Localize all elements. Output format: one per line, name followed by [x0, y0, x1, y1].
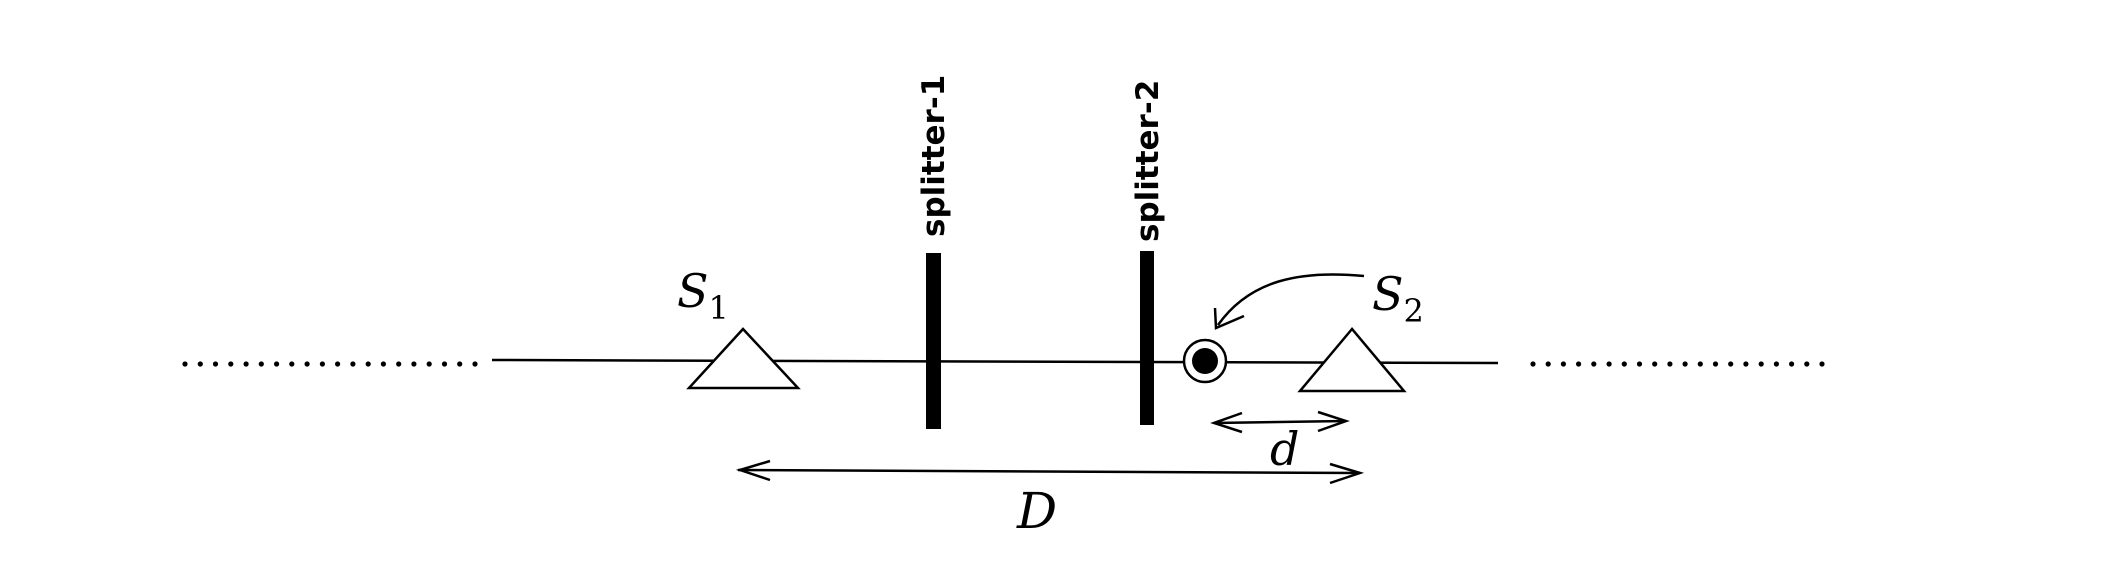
splitter-2-label: splitter-2	[1130, 80, 1166, 242]
source-2-label: S2	[1372, 267, 1424, 330]
left-dotted-continuation	[182, 361, 478, 367]
dot	[1758, 361, 1764, 367]
dot	[396, 361, 402, 367]
dot	[457, 361, 463, 367]
dot	[289, 361, 295, 367]
dot	[1697, 361, 1703, 367]
dot	[1606, 361, 1612, 367]
dot	[1591, 361, 1597, 367]
dot	[228, 361, 234, 367]
dot	[365, 361, 371, 367]
detector-dot	[1192, 348, 1218, 374]
D-arrowhead-right	[1329, 462, 1365, 485]
dot	[1773, 361, 1779, 367]
dot	[335, 361, 341, 367]
dot	[243, 361, 249, 367]
dot	[1576, 361, 1582, 367]
dot	[197, 361, 203, 367]
dot	[1560, 361, 1566, 367]
dot	[1804, 361, 1810, 367]
dot	[472, 361, 478, 367]
dot	[1712, 361, 1719, 367]
d-dimension-line	[1213, 419, 1347, 425]
D-label: D	[1016, 482, 1057, 540]
dot	[1789, 361, 1795, 367]
splitter-1-bar	[926, 253, 941, 429]
dot	[1819, 361, 1825, 367]
curved-pointer-arrowhead	[1213, 307, 1245, 330]
source-2-subscript: 2	[1404, 292, 1424, 330]
dot	[426, 361, 432, 367]
dot	[1621, 361, 1627, 367]
dot	[1636, 361, 1643, 367]
dot	[350, 361, 356, 367]
splitter-2-bar	[1140, 251, 1154, 425]
source-1-label: S1	[677, 264, 729, 327]
dot	[212, 361, 219, 367]
dot	[304, 361, 310, 367]
curved-pointer-arrow	[1216, 273, 1365, 326]
source-2-triangle	[1297, 327, 1407, 393]
dot	[380, 361, 386, 367]
dot	[1530, 361, 1536, 367]
dot	[411, 361, 417, 367]
dot	[258, 361, 264, 367]
dot	[441, 361, 448, 367]
dot	[319, 361, 325, 367]
dot	[1743, 361, 1749, 367]
d-arrowhead-right	[1317, 410, 1350, 433]
D-arrowhead-left	[735, 459, 771, 482]
D-dimension-line	[737, 468, 1361, 475]
dot	[182, 361, 188, 367]
dot	[1728, 361, 1734, 367]
d-arrowhead-left	[1210, 411, 1243, 434]
right-dotted-continuation	[1530, 361, 1825, 367]
dot	[274, 361, 280, 367]
beam-line-left	[491, 358, 1146, 364]
splitter-1-label: splitter-1	[916, 75, 952, 237]
dot	[1652, 361, 1658, 367]
dot	[1545, 361, 1551, 367]
source-1-subscript: 1	[709, 289, 729, 327]
dot	[1667, 361, 1673, 367]
source-1-triangle	[686, 327, 801, 390]
dot	[1682, 361, 1688, 367]
d-label: d	[1270, 422, 1299, 476]
